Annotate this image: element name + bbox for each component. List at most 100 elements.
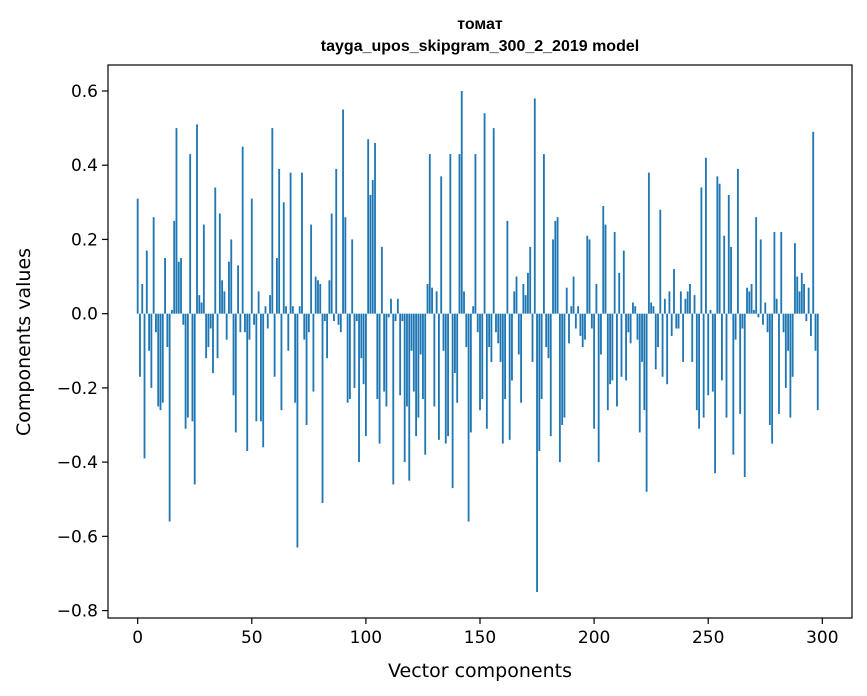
bar-50 xyxy=(250,198,253,314)
bar-285 xyxy=(787,313,790,351)
bar-107 xyxy=(380,246,383,314)
bar-67 xyxy=(289,172,292,314)
bar-263 xyxy=(736,168,739,314)
bar-238 xyxy=(679,291,682,314)
bar-87 xyxy=(335,168,338,314)
bar-227 xyxy=(654,313,657,370)
y-tick-label: 0.2 xyxy=(71,230,98,250)
bar-66 xyxy=(287,313,290,351)
bar-278 xyxy=(771,313,774,444)
y-tick-label: −0.2 xyxy=(57,379,98,399)
bar-171 xyxy=(527,272,529,314)
bar-183 xyxy=(554,220,557,314)
bar-295 xyxy=(810,313,812,336)
bar-64 xyxy=(282,202,285,314)
bar-114 xyxy=(396,298,399,314)
bar-86 xyxy=(333,313,335,322)
bar-91 xyxy=(344,217,347,314)
bar-44 xyxy=(237,265,239,314)
bar-193 xyxy=(577,306,580,314)
bar-214 xyxy=(625,313,627,381)
bar-241 xyxy=(686,291,689,314)
bar-252 xyxy=(711,313,714,392)
bar-280 xyxy=(775,298,778,314)
bar-222 xyxy=(643,313,646,411)
bar-247 xyxy=(700,187,703,314)
bar-123 xyxy=(417,313,420,418)
bar-210 xyxy=(616,313,618,407)
bar-289 xyxy=(796,276,799,314)
bar-38 xyxy=(223,291,226,314)
bar-174 xyxy=(533,98,536,314)
bar-40 xyxy=(228,261,230,314)
bar-184 xyxy=(556,217,559,314)
bar-267 xyxy=(746,287,748,314)
bar-293 xyxy=(805,313,808,322)
bar-116 xyxy=(401,313,404,322)
bar-104 xyxy=(374,142,376,314)
x-axis-label: Vector components xyxy=(388,660,572,682)
y-tick-label: 0.6 xyxy=(71,82,98,102)
bar-145 xyxy=(467,313,470,522)
x-tick-label: 150 xyxy=(464,628,496,648)
bar-151 xyxy=(481,313,484,400)
bar-166 xyxy=(515,276,518,314)
bar-290 xyxy=(798,291,801,314)
bar-276 xyxy=(766,313,769,333)
bar-102 xyxy=(369,194,372,314)
bar-160 xyxy=(501,313,504,444)
bar-245 xyxy=(695,313,698,411)
bar-146 xyxy=(469,313,472,433)
bar-22 xyxy=(186,313,189,418)
bar-65 xyxy=(285,306,287,314)
bar-154 xyxy=(488,313,491,348)
bar-292 xyxy=(803,283,805,314)
bar-287 xyxy=(791,313,794,377)
x-tick-label: 100 xyxy=(350,628,382,648)
bar-253 xyxy=(714,313,716,474)
bar-78 xyxy=(314,276,317,314)
bar-26 xyxy=(196,124,198,314)
bar-165 xyxy=(513,291,516,314)
bar-208 xyxy=(611,313,614,381)
bar-257 xyxy=(723,235,726,314)
bar-162 xyxy=(506,220,509,314)
chart-subtitle: tayga_upos_skipgram_300_2_2019 model xyxy=(321,38,639,55)
bar-79 xyxy=(317,280,319,314)
bar-20 xyxy=(182,313,185,325)
bar-80 xyxy=(319,283,322,314)
bar-233 xyxy=(668,291,671,314)
bar-21 xyxy=(184,313,187,429)
bar-206 xyxy=(606,313,609,411)
bar-35 xyxy=(216,313,219,359)
bar-159 xyxy=(499,313,502,362)
bar-143 xyxy=(463,291,465,314)
bar-61 xyxy=(275,257,278,314)
bar-260 xyxy=(730,246,732,314)
bar-158 xyxy=(497,313,500,344)
bar-74 xyxy=(305,313,308,425)
bar-200 xyxy=(593,313,596,429)
bar-173 xyxy=(531,313,534,362)
bar-167 xyxy=(517,313,520,355)
bar-98 xyxy=(360,313,363,359)
bar-187 xyxy=(563,313,566,418)
bar-18 xyxy=(177,261,180,314)
bar-134 xyxy=(442,313,445,351)
bar-118 xyxy=(406,313,408,407)
bar-72 xyxy=(301,172,303,314)
bar-128 xyxy=(428,154,431,314)
bar-192 xyxy=(574,313,577,329)
bar-96 xyxy=(355,313,358,322)
bar-138 xyxy=(451,313,454,489)
x-tick-label: 200 xyxy=(578,628,610,648)
bar-25 xyxy=(193,313,196,485)
bar-277 xyxy=(768,313,771,425)
bar-199 xyxy=(590,313,593,329)
bar-274 xyxy=(762,313,764,325)
bar-270 xyxy=(752,309,755,314)
bar-77 xyxy=(312,313,315,392)
bar-178 xyxy=(542,154,545,314)
bar-9 xyxy=(157,313,160,407)
